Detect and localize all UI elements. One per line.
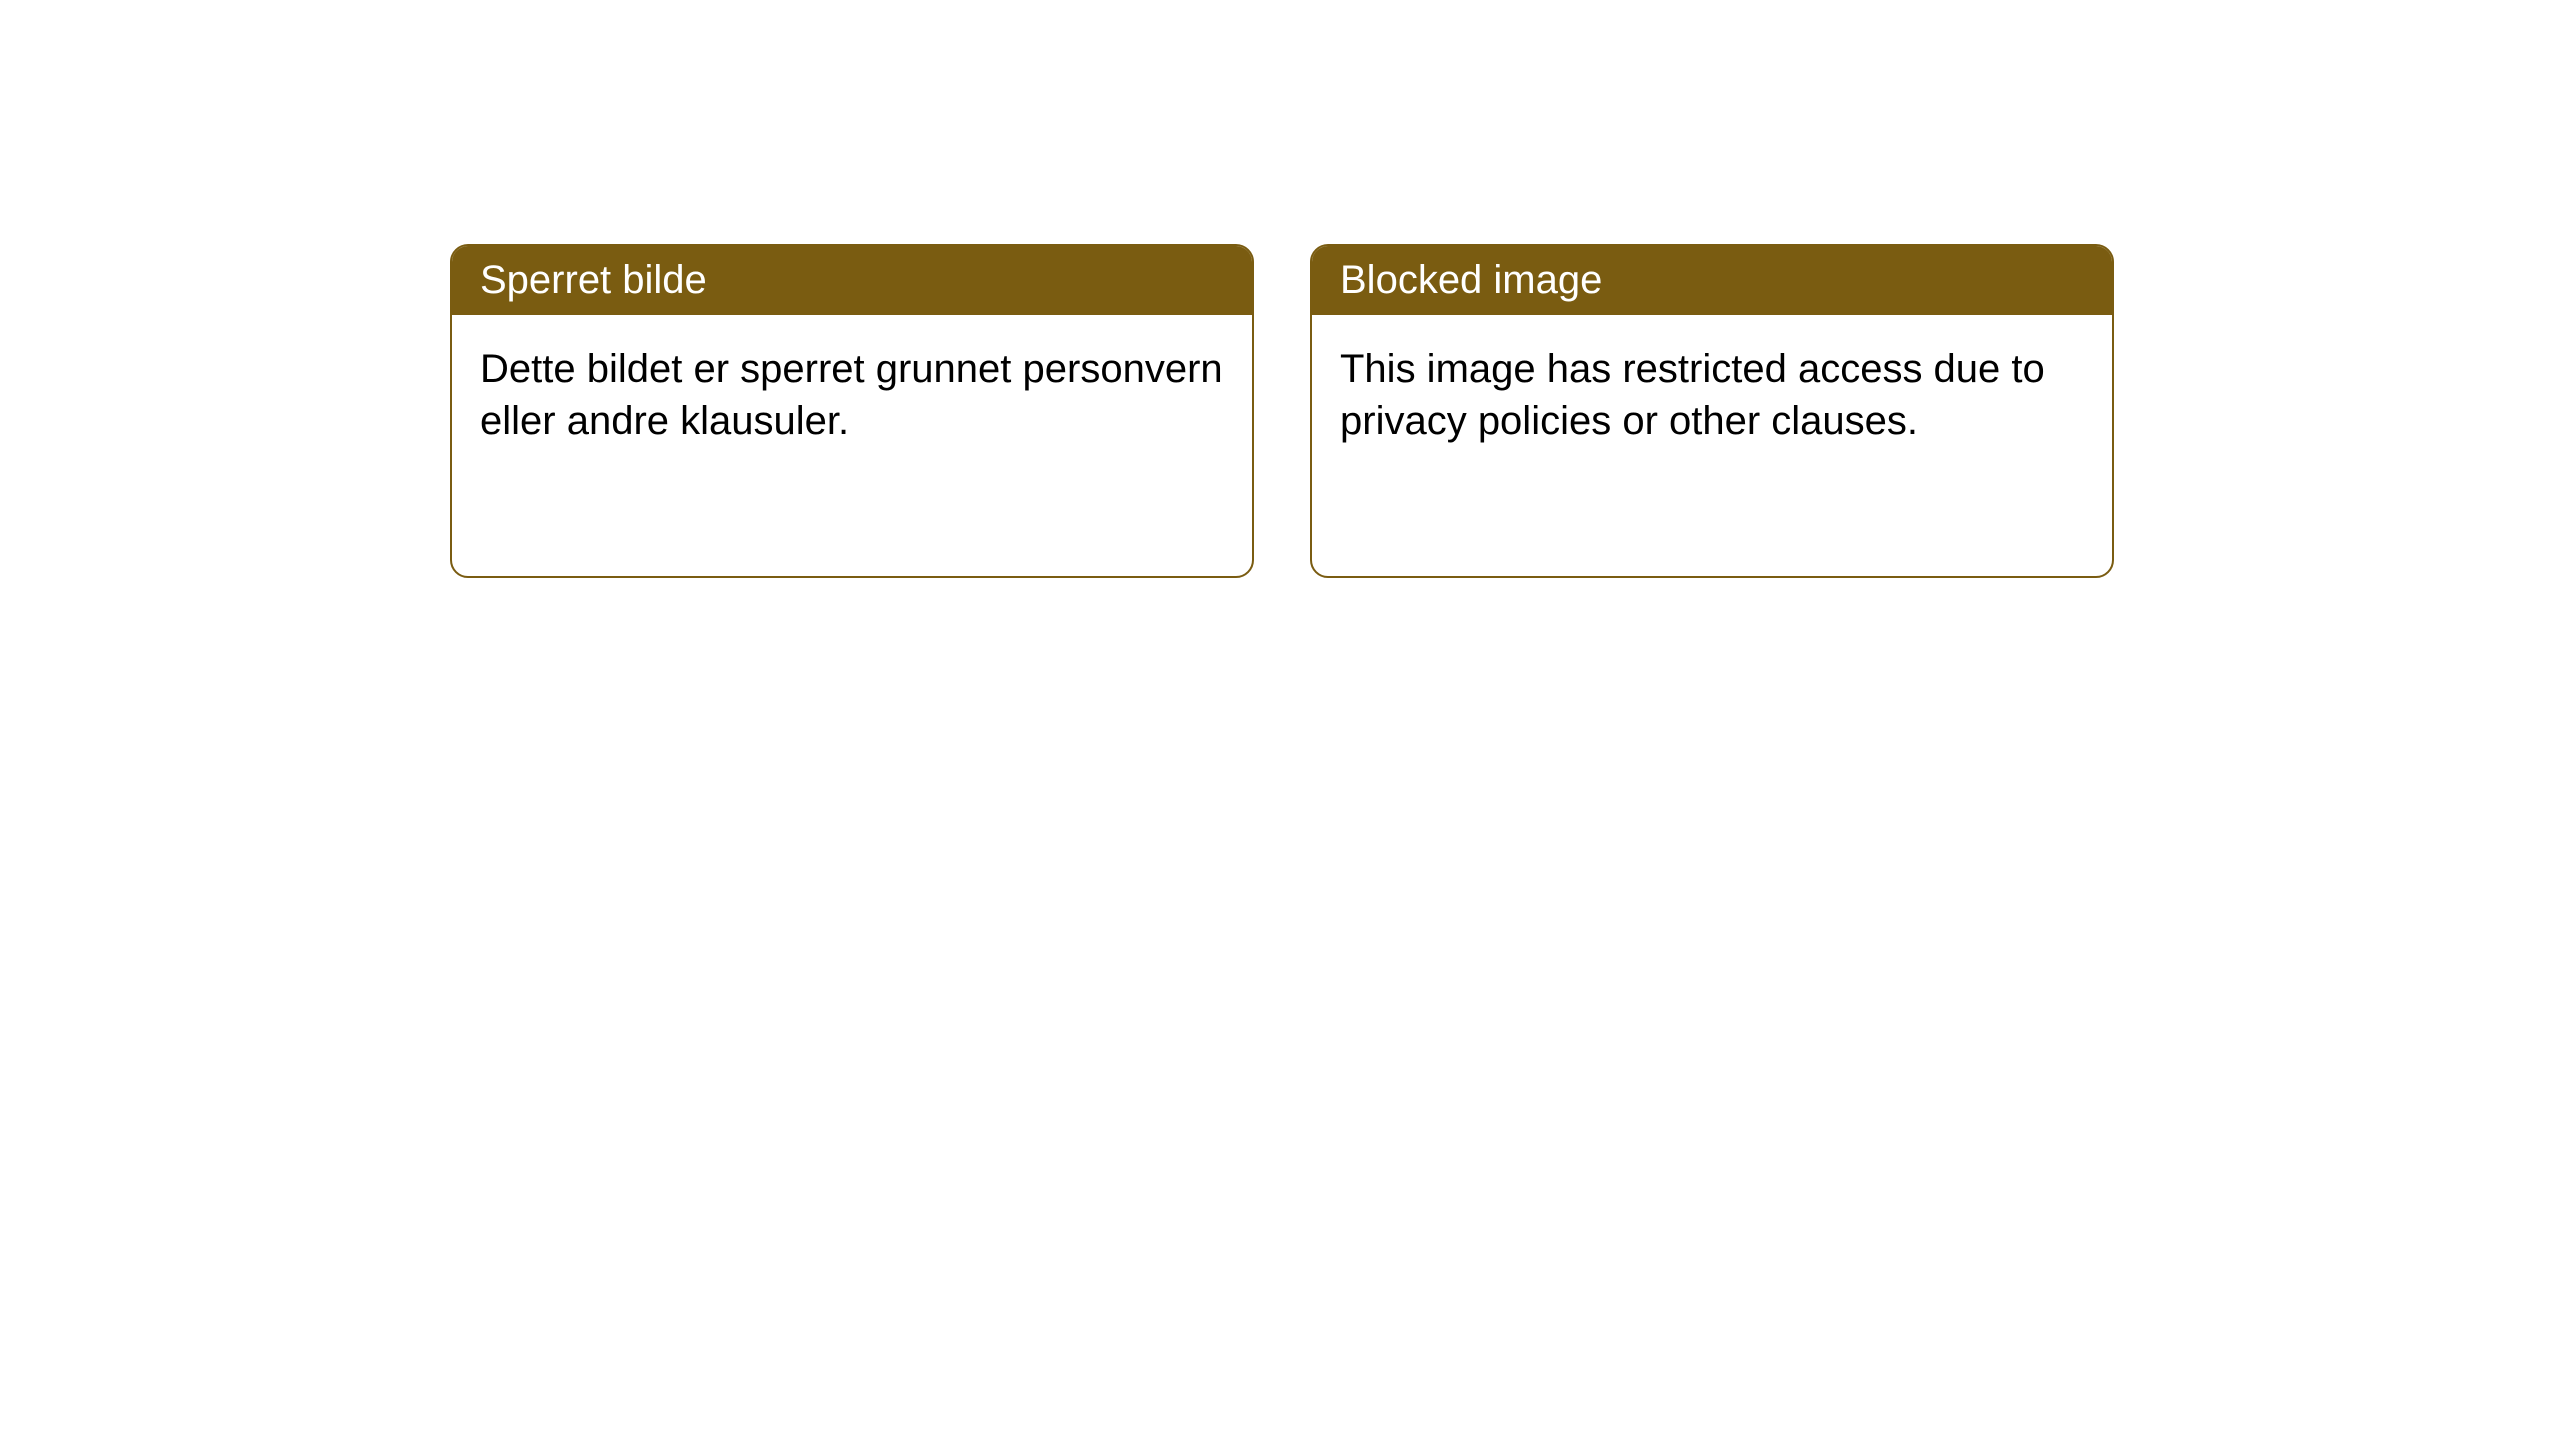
notice-body: Dette bildet er sperret grunnet personve… — [452, 315, 1252, 475]
notice-body: This image has restricted access due to … — [1312, 315, 2112, 475]
notice-card-english: Blocked image This image has restricted … — [1310, 244, 2114, 578]
notice-header: Blocked image — [1312, 246, 2112, 315]
notice-card-norwegian: Sperret bilde Dette bildet er sperret gr… — [450, 244, 1254, 578]
notice-header: Sperret bilde — [452, 246, 1252, 315]
notice-cards-container: Sperret bilde Dette bildet er sperret gr… — [450, 244, 2114, 578]
